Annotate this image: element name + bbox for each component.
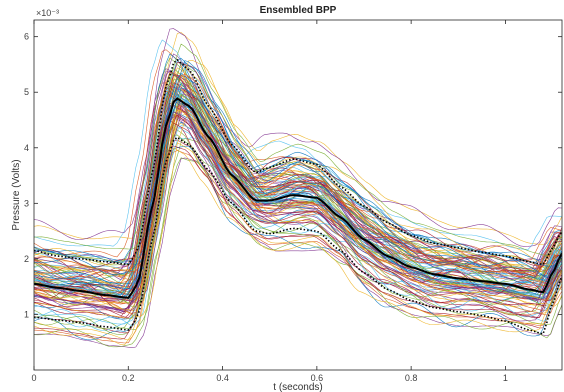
beat-line: [34, 71, 562, 277]
beat-line: [34, 121, 562, 320]
x-axis: 0 0.2 0.4 0.6 0.8 1: [31, 20, 508, 383]
beat-line: [34, 137, 562, 331]
beat-line: [34, 103, 562, 303]
beat-line: [34, 28, 562, 247]
beat-line: [34, 157, 562, 348]
y-tick-label: 1: [24, 309, 29, 319]
beat-line: [34, 147, 562, 346]
beat-line: [34, 70, 562, 279]
beat-line: [34, 77, 562, 284]
beat-line: [34, 145, 562, 341]
beat-line: [34, 79, 562, 283]
beat-line: [34, 114, 562, 314]
beat-line: [34, 88, 562, 298]
beat-line: [34, 119, 562, 319]
x-tick-label: 0.2: [122, 373, 135, 383]
y-tick-label: 3: [24, 198, 29, 208]
beat-line: [34, 90, 562, 296]
beat-line: [34, 109, 562, 311]
beat-line: [34, 87, 562, 289]
beat-line: [34, 53, 562, 267]
beat-line: [34, 123, 562, 319]
beat-line: [34, 98, 562, 304]
mean-line: [34, 97, 562, 299]
beat-line: [34, 104, 562, 312]
beat-line: [34, 71, 562, 281]
beat-line: [34, 125, 562, 328]
beat-line: [34, 111, 562, 311]
y-axis-label: Pressure (Volts): [11, 159, 22, 230]
plot-area: [34, 28, 562, 349]
x-tick-label: 0.8: [405, 373, 418, 383]
beat-line: [34, 145, 562, 340]
y-exponent-label: ×10⁻³: [36, 8, 59, 18]
y-tick-label: 4: [24, 143, 29, 153]
beat-line: [34, 59, 562, 266]
summary-lines-group: [34, 58, 562, 335]
x-tick-label: 0: [31, 373, 36, 383]
axes-box: [33, 19, 563, 371]
beat-line: [34, 71, 562, 281]
y-axis: 1 2 3 4 5 6: [24, 32, 562, 319]
y-tick-label: 5: [24, 87, 29, 97]
beat-line: [34, 139, 562, 334]
individual-beats-group: [34, 28, 562, 349]
beat-line: [34, 43, 562, 257]
y-tick-label: 2: [24, 254, 29, 264]
x-axis-label: t (seconds): [273, 382, 322, 392]
x-tick-label: 1: [503, 373, 508, 383]
beat-line: [34, 76, 562, 283]
beat-line: [34, 123, 562, 319]
beat-line: [34, 97, 562, 300]
std-bound-line: [34, 136, 562, 335]
beat-line: [34, 134, 562, 335]
chart-title: Ensembled BPP: [260, 5, 337, 16]
beat-line: [34, 32, 562, 245]
x-tick-label: 0.4: [216, 373, 229, 383]
beat-line: [34, 72, 562, 278]
beat-line: [34, 85, 562, 295]
x-tick-label: 0.6: [311, 373, 324, 383]
beat-line: [34, 114, 562, 319]
beat-line: [34, 60, 562, 268]
beat-line: [34, 39, 562, 250]
beat-line: [34, 111, 562, 313]
beat-line: [34, 116, 562, 322]
beat-line: [34, 73, 562, 287]
y-tick-label: 6: [24, 32, 29, 42]
